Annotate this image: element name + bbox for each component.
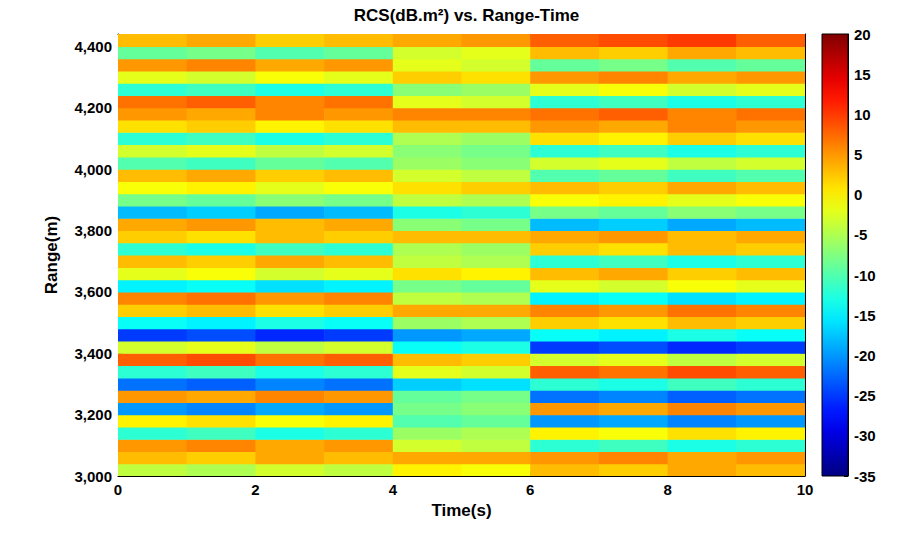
svg-text:20: 20 bbox=[854, 26, 871, 43]
svg-text:-5: -5 bbox=[854, 226, 867, 243]
svg-text:10: 10 bbox=[854, 106, 871, 123]
svg-text:4,200: 4,200 bbox=[74, 99, 112, 116]
svg-text:3,000: 3,000 bbox=[74, 468, 112, 485]
svg-text:RCS(dB.m²) vs. Range-Time: RCS(dB.m²) vs. Range-Time bbox=[354, 6, 579, 25]
svg-text:-30: -30 bbox=[854, 427, 876, 444]
svg-text:Time(s): Time(s) bbox=[431, 501, 491, 520]
svg-text:4: 4 bbox=[389, 481, 398, 498]
svg-text:15: 15 bbox=[854, 66, 871, 83]
svg-text:-35: -35 bbox=[854, 468, 876, 485]
svg-text:Range(m): Range(m) bbox=[42, 216, 61, 294]
svg-text:3,600: 3,600 bbox=[74, 283, 112, 300]
svg-text:6: 6 bbox=[526, 481, 534, 498]
svg-text:0: 0 bbox=[114, 481, 122, 498]
svg-text:-15: -15 bbox=[854, 307, 876, 324]
svg-text:-25: -25 bbox=[854, 387, 876, 404]
svg-text:-10: -10 bbox=[854, 267, 876, 284]
svg-text:-20: -20 bbox=[854, 347, 876, 364]
svg-text:5: 5 bbox=[854, 146, 862, 163]
svg-text:10: 10 bbox=[797, 481, 814, 498]
svg-text:3,200: 3,200 bbox=[74, 406, 112, 423]
svg-text:3,400: 3,400 bbox=[74, 345, 112, 362]
svg-text:8: 8 bbox=[663, 481, 671, 498]
svg-text:0: 0 bbox=[854, 186, 862, 203]
svg-text:2: 2 bbox=[251, 481, 259, 498]
svg-text:3,800: 3,800 bbox=[74, 222, 112, 239]
svg-text:4,000: 4,000 bbox=[74, 161, 112, 178]
svg-text:4,400: 4,400 bbox=[74, 38, 112, 55]
